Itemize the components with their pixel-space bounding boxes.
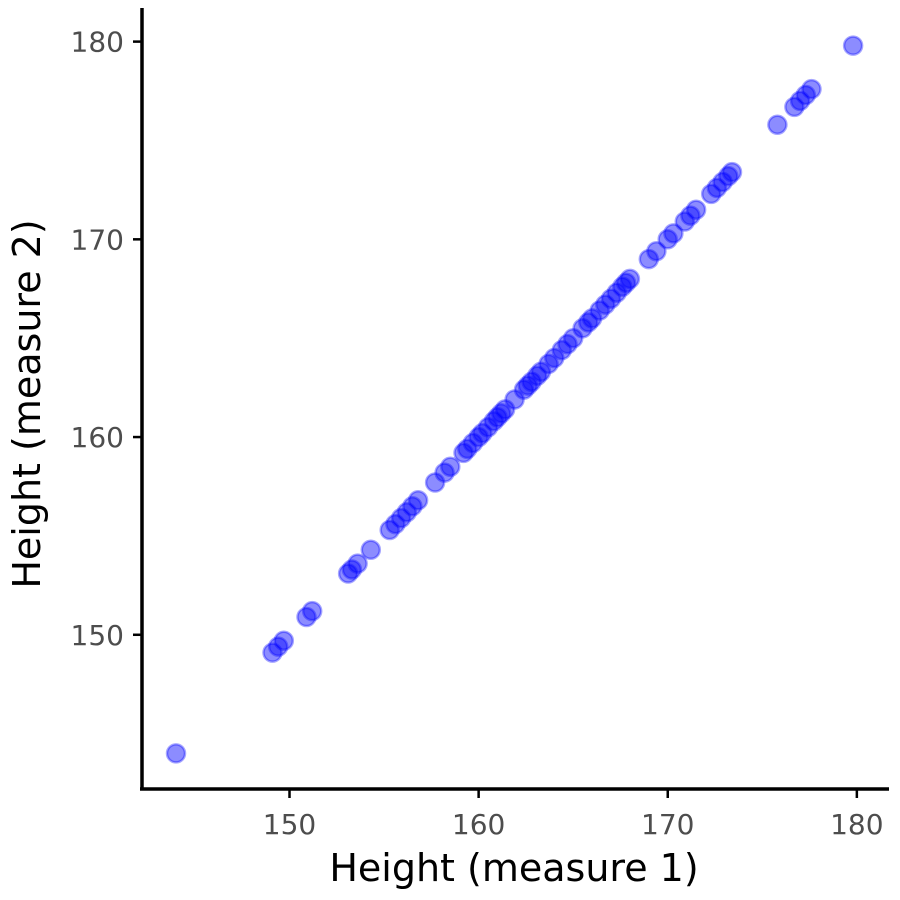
data-point: [301, 600, 323, 622]
data-point: [407, 490, 429, 511]
data-point: [784, 96, 805, 118]
data-point: [440, 456, 461, 477]
data-point: [424, 472, 446, 493]
data-point: [341, 559, 363, 580]
data-point: [472, 422, 493, 444]
data-point: [273, 630, 295, 651]
data-point: [581, 308, 603, 329]
data-point: [457, 438, 478, 460]
y-axis-title: Height (measure 2): [5, 219, 49, 588]
data-point: [600, 288, 622, 309]
data-point: [165, 743, 187, 764]
data-point: [526, 365, 548, 387]
data-point: [674, 211, 696, 232]
x-tick-label: 160: [452, 808, 505, 841]
y-tick-label: 160: [71, 421, 124, 454]
data-point: [296, 606, 317, 628]
data-point: [453, 442, 474, 464]
data-point: [267, 636, 289, 657]
data-point: [680, 205, 701, 226]
data-point: [337, 563, 359, 584]
data-point: [513, 379, 535, 400]
data-point: [530, 361, 552, 383]
data-point: [544, 347, 565, 369]
data-point: [483, 410, 505, 432]
y-tick-label: 150: [71, 619, 124, 652]
data-point: [646, 240, 667, 262]
data-point: [718, 165, 739, 187]
data-point: [396, 501, 418, 523]
data-point: [801, 78, 822, 100]
x-tick-label: 150: [263, 808, 316, 841]
data-point: [504, 389, 525, 410]
x-tick-label: 170: [641, 808, 694, 841]
x-tick-label: 180: [830, 808, 883, 841]
data-point: [477, 416, 499, 438]
data-point: [612, 276, 633, 298]
data-point: [657, 229, 678, 250]
data-point: [589, 300, 610, 321]
ticks-layer: 150 160 170 180 150 160 170 180: [71, 26, 884, 841]
data-point: [706, 177, 728, 199]
data-point: [606, 282, 627, 303]
data-point: [638, 248, 660, 270]
data-point: [347, 553, 368, 574]
data-point: [712, 171, 733, 193]
data-point: [521, 371, 542, 392]
y-tick-label: 180: [71, 26, 124, 59]
points-layer: [165, 35, 864, 764]
data-point: [572, 318, 593, 339]
data-point: [434, 462, 455, 483]
data-point: [385, 513, 406, 535]
data-point: [595, 294, 616, 315]
data-point: [517, 375, 539, 396]
data-point: [578, 312, 599, 333]
data-point: [360, 539, 382, 561]
y-tick-label: 170: [71, 223, 124, 256]
x-axis-title: Height (measure 1): [329, 846, 698, 890]
data-point: [685, 199, 707, 220]
data-point: [494, 399, 516, 420]
data-point: [487, 407, 508, 428]
data-point: [462, 432, 484, 454]
data-point: [795, 84, 817, 106]
data-point: [390, 507, 412, 529]
data-point: [468, 426, 489, 448]
data-point: [562, 327, 584, 349]
data-point: [615, 272, 637, 294]
data-point: [767, 114, 788, 135]
data-point: [663, 223, 684, 244]
data-point: [262, 642, 283, 663]
data-point: [538, 353, 559, 375]
data-point: [491, 403, 512, 424]
data-point: [402, 496, 423, 517]
data-point: [379, 519, 400, 541]
data-point: [789, 90, 811, 112]
data-point: [619, 268, 641, 290]
data-point: [700, 183, 722, 205]
data-point: [557, 333, 578, 355]
data-point: [842, 35, 864, 56]
data-point: [551, 339, 573, 361]
data-point: [721, 161, 743, 183]
